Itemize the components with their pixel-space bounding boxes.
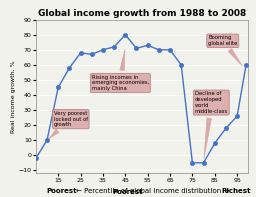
- Text: Rising incomes in
emerging economies,
mainly China: Rising incomes in emerging economies, ma…: [92, 50, 149, 91]
- Text: Poorest: Poorest: [46, 188, 77, 194]
- Text: Booming
global elite: Booming global elite: [208, 35, 242, 66]
- Text: ← Percentile of global income distribution →: ← Percentile of global income distributi…: [76, 188, 229, 194]
- Title: Global income growth from 1988 to 2008: Global income growth from 1988 to 2008: [38, 8, 246, 18]
- Text: Richest: Richest: [221, 188, 251, 194]
- Y-axis label: Real income growth, %: Real income growth, %: [11, 60, 16, 133]
- Text: Very poorest
locked out of
growth: Very poorest locked out of growth: [49, 111, 88, 138]
- Text: Poorest: Poorest: [113, 189, 143, 195]
- Text: Decline of
developed
world
middle-class: Decline of developed world middle-class: [195, 91, 228, 159]
